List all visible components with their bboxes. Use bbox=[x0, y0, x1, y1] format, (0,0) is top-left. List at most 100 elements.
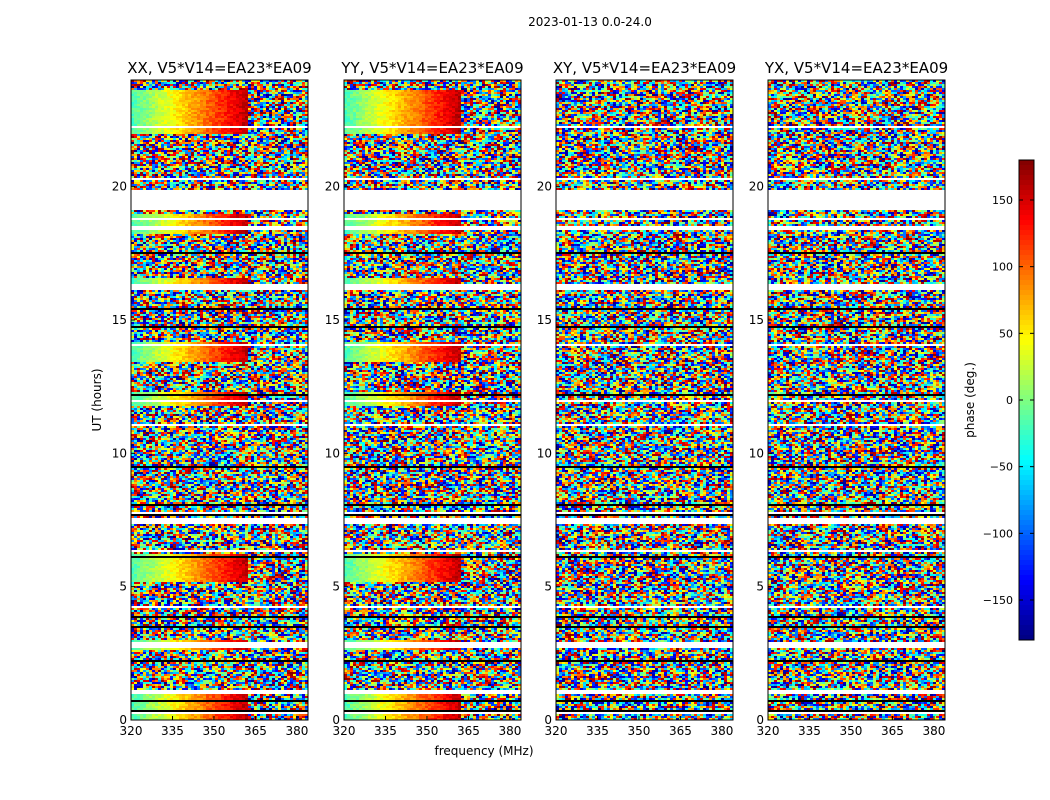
heatmap-cell bbox=[149, 164, 152, 166]
heatmap-cell bbox=[194, 114, 197, 116]
heatmap-cell bbox=[239, 96, 242, 98]
heatmap-cell bbox=[266, 130, 269, 132]
heatmap-cell bbox=[203, 230, 206, 232]
heatmap-cell bbox=[293, 210, 296, 212]
heatmap-cell bbox=[161, 94, 164, 96]
heatmap-cell bbox=[296, 138, 299, 140]
heatmap-cell bbox=[188, 150, 191, 152]
heatmap-cell bbox=[167, 124, 170, 126]
heatmap-cell bbox=[203, 160, 206, 162]
heatmap-cell bbox=[176, 102, 179, 104]
heatmap-cell bbox=[152, 248, 155, 250]
heatmap-cell bbox=[254, 238, 257, 240]
heatmap-cell bbox=[245, 246, 248, 248]
heatmap-cell bbox=[272, 150, 275, 152]
heatmap-cell bbox=[236, 158, 239, 160]
heatmap-cell bbox=[221, 262, 224, 264]
heatmap-cell bbox=[236, 166, 239, 168]
heatmap-cell bbox=[152, 214, 155, 216]
heatmap-cell bbox=[197, 220, 200, 222]
heatmap-cell bbox=[275, 166, 278, 168]
heatmap-cell bbox=[167, 168, 170, 170]
heatmap-cell bbox=[236, 234, 239, 236]
heatmap-cell bbox=[209, 124, 212, 126]
heatmap-cell bbox=[272, 148, 275, 150]
heatmap-cell bbox=[218, 92, 221, 94]
heatmap-cell bbox=[248, 270, 251, 272]
heatmap-cell bbox=[173, 140, 176, 142]
heatmap-cell bbox=[278, 214, 281, 216]
heatmap-cell bbox=[281, 102, 284, 104]
heatmap-cell bbox=[245, 170, 248, 172]
heatmap-cell bbox=[206, 116, 209, 118]
heatmap-cell bbox=[227, 268, 230, 270]
heatmap-cell bbox=[278, 166, 281, 168]
heatmap-cell bbox=[191, 242, 194, 244]
heatmap-cell bbox=[257, 130, 260, 132]
heatmap-cell bbox=[137, 248, 140, 250]
heatmap-cell bbox=[146, 90, 149, 92]
heatmap-cell bbox=[161, 114, 164, 116]
heatmap-cell bbox=[290, 262, 293, 264]
heatmap-cell bbox=[137, 134, 140, 136]
heatmap-cell bbox=[254, 216, 257, 218]
heatmap-cell bbox=[173, 180, 176, 182]
heatmap-cell bbox=[194, 108, 197, 110]
heatmap-cell bbox=[191, 118, 194, 120]
heatmap-cell bbox=[248, 90, 251, 92]
heatmap-cell bbox=[191, 278, 194, 280]
heatmap-cell bbox=[209, 118, 212, 120]
heatmap-cell bbox=[284, 186, 287, 188]
heatmap-cell bbox=[200, 186, 203, 188]
heatmap-cell bbox=[170, 168, 173, 170]
heatmap-cell bbox=[146, 132, 149, 134]
heatmap-cell bbox=[248, 174, 251, 176]
heatmap-cell bbox=[281, 156, 284, 158]
heatmap-cell bbox=[164, 92, 167, 94]
heatmap-cell bbox=[275, 278, 278, 280]
heatmap-cell bbox=[209, 172, 212, 174]
heatmap-cell bbox=[284, 172, 287, 174]
heatmap-cell bbox=[161, 276, 164, 278]
heatmap-cell bbox=[143, 230, 146, 232]
heatmap-cell bbox=[188, 236, 191, 238]
heatmap-cell bbox=[239, 104, 242, 106]
heatmap-cell bbox=[278, 238, 281, 240]
heatmap-cell bbox=[134, 134, 137, 136]
heatmap-cell bbox=[215, 216, 218, 218]
heatmap-cell bbox=[197, 276, 200, 278]
heatmap-cell bbox=[227, 276, 230, 278]
heatmap-cell bbox=[233, 230, 236, 232]
heatmap-cell bbox=[218, 172, 221, 174]
heatmap-cell bbox=[194, 132, 197, 134]
heatmap-cell bbox=[215, 254, 218, 256]
heatmap-cell bbox=[269, 182, 272, 184]
heatmap-cell bbox=[284, 258, 287, 260]
heatmap-cell bbox=[197, 120, 200, 122]
heatmap-cell bbox=[155, 172, 158, 174]
heatmap-cell bbox=[182, 258, 185, 260]
heatmap-cell bbox=[299, 96, 302, 98]
heatmap-cell bbox=[161, 172, 164, 174]
heatmap-cell bbox=[212, 174, 215, 176]
heatmap-cell bbox=[161, 240, 164, 242]
heatmap-cell bbox=[167, 258, 170, 260]
heatmap-cell bbox=[137, 254, 140, 256]
heatmap-cell bbox=[182, 244, 185, 246]
heatmap-cell bbox=[173, 122, 176, 124]
heatmap-cell bbox=[224, 280, 227, 282]
heatmap-cell bbox=[158, 134, 161, 136]
heatmap-cell bbox=[206, 104, 209, 106]
heatmap-cell bbox=[299, 168, 302, 170]
heatmap-cell bbox=[236, 104, 239, 106]
heatmap-cell bbox=[275, 128, 278, 130]
heatmap-cell bbox=[233, 274, 236, 276]
heatmap-cell bbox=[248, 112, 251, 114]
heatmap-cell bbox=[242, 134, 245, 136]
heatmap-cell bbox=[233, 114, 236, 116]
heatmap-cell bbox=[197, 146, 200, 148]
heatmap-cell bbox=[179, 124, 182, 126]
heatmap-cell bbox=[254, 138, 257, 140]
heatmap-cell bbox=[206, 92, 209, 94]
